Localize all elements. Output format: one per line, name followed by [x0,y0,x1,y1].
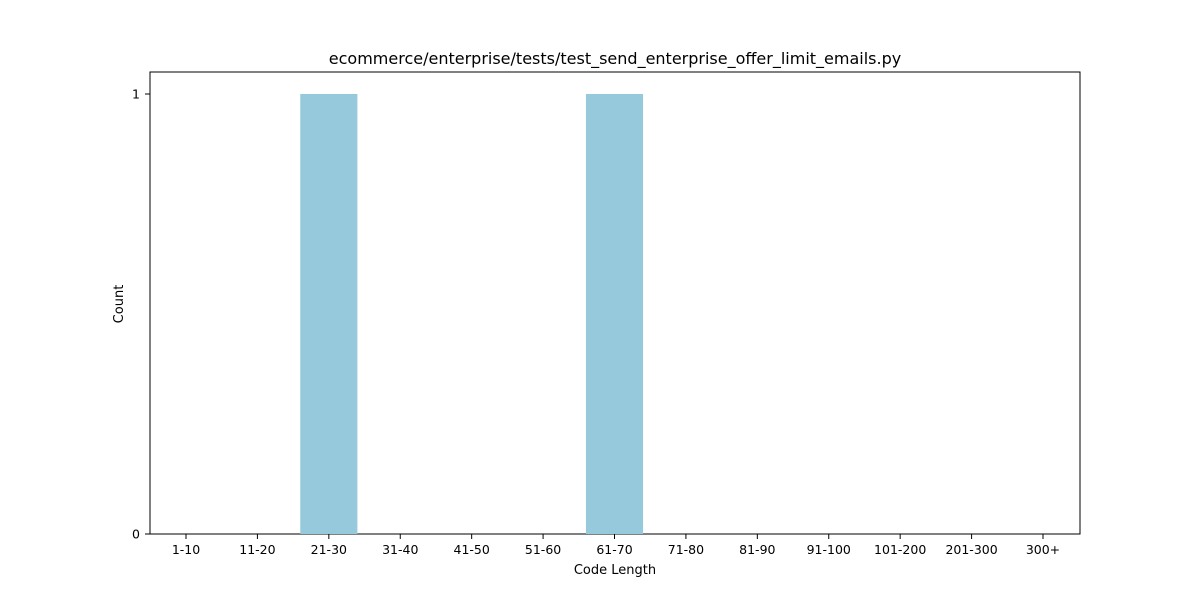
x-tick-label: 61-70 [596,542,632,557]
x-tick-label: 51-60 [525,542,561,557]
x-tick-label: 91-100 [807,542,851,557]
y-axis-label: Count [112,285,127,324]
x-tick-label: 31-40 [382,542,418,557]
chart-title: ecommerce/enterprise/tests/test_send_ent… [329,49,901,69]
bar-61-70 [585,94,644,534]
x-tick-label: 81-90 [739,542,775,557]
bars-group [300,94,644,534]
x-axis-label: Code Length [574,563,656,578]
y-tick-label: 1 [132,87,140,102]
x-tick-label: 71-80 [668,542,704,557]
y-axis-ticks: 01 [132,87,150,542]
x-tick-label: 300+ [1026,542,1060,557]
x-tick-label: 101-200 [874,542,926,557]
x-tick-label: 1-10 [172,542,200,557]
y-tick-label: 0 [132,527,140,542]
bar-21-30 [300,94,358,534]
x-tick-label: 41-50 [454,542,490,557]
x-axis-ticks: 1-10 11-20 21-30 31-40 41-50 51-60 61-70 71-80 8… [172,534,1060,557]
x-tick-label: 201-300 [945,542,997,557]
x-tick-label: 11-20 [239,542,275,557]
x-tick-label: 21-30 [311,542,347,557]
